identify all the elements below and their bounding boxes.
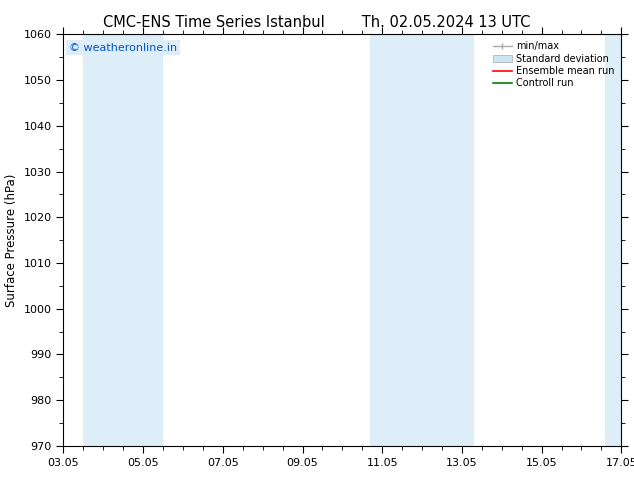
- Bar: [83, 34, 163, 446]
- Text: CMC-ENS Time Series Istanbul        Th. 02.05.2024 13 UTC: CMC-ENS Time Series Istanbul Th. 02.05.2…: [103, 15, 531, 30]
- Bar: [370, 34, 474, 446]
- Y-axis label: Surface Pressure (hPa): Surface Pressure (hPa): [5, 173, 18, 307]
- Text: © weatheronline.in: © weatheronline.in: [69, 43, 177, 52]
- Bar: [605, 34, 621, 446]
- Legend: min/max, Standard deviation, Ensemble mean run, Controll run: min/max, Standard deviation, Ensemble me…: [491, 39, 616, 90]
